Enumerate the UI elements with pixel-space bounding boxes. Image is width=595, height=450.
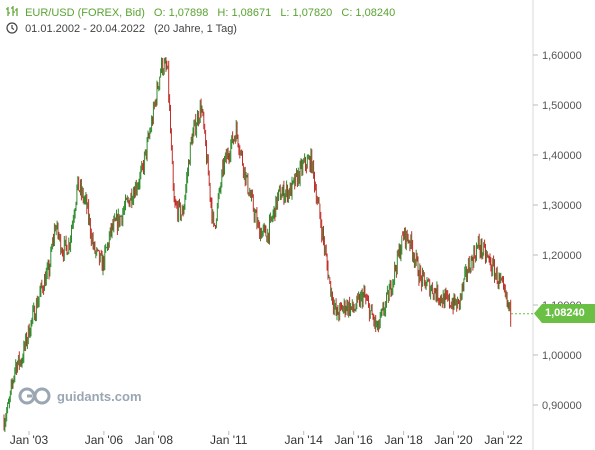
x-tick-label: Jan '14: [285, 433, 324, 447]
guidants-logo-text: guidants.com: [57, 388, 142, 404]
x-tick-label: Jan '11: [210, 433, 248, 447]
clock-icon: [6, 22, 18, 34]
close-value: C: 1,08240: [341, 7, 396, 19]
price-bars: [3, 57, 512, 432]
ohlc-bars-icon: [6, 6, 18, 16]
last-price-label: 1,08240: [545, 307, 585, 320]
chart-header-ohlc: EUR/USD (FOREX, Bid) O: 1,07898 H: 1,086…: [6, 6, 401, 19]
x-axis: Jan '03 Jan '06 Jan '08 Jan '11 Jan '14 Jan '…: [10, 431, 523, 447]
y-tick-label: 1,40000: [542, 150, 582, 162]
x-tick-label: Jan '06: [85, 433, 124, 447]
high-value: H: 1,08671: [217, 7, 272, 19]
y-tick-label: 1,00000: [542, 350, 582, 362]
x-tick-label: Jan '16: [334, 433, 373, 447]
y-tick-label: 1,20000: [542, 250, 582, 262]
range-note: (20 Jahre, 1 Tag): [154, 23, 237, 35]
guidants-logo[interactable]: guidants.com: [18, 386, 142, 406]
y-tick-label: 1,50000: [542, 100, 582, 112]
date-range: 01.01.2002 - 20.04.2022: [25, 23, 145, 35]
x-tick-label: Jan '22: [484, 433, 523, 447]
guidants-logo-icon: [18, 387, 51, 405]
x-tick-label: Jan '18: [384, 433, 423, 447]
low-value: L: 1,07820: [280, 7, 333, 19]
x-tick-label: Jan '03: [10, 433, 49, 447]
y-tick-label: 1,60000: [542, 50, 582, 62]
instrument-name: EUR/USD (FOREX, Bid): [25, 7, 145, 19]
y-tick-label: 0,90000: [542, 400, 582, 412]
x-tick-label: Jan '08: [135, 433, 174, 447]
y-tick-label: 1,30000: [542, 200, 582, 212]
x-tick-label: Jan '20: [434, 433, 473, 447]
y-axis: 0,900001,000001,100001,200001,300001,400…: [533, 50, 582, 412]
chart-header-period: 01.01.2002 - 20.04.2022 (20 Jahre, 1 Tag…: [6, 22, 243, 35]
last-price-badge: 1,08240: [534, 304, 595, 324]
open-value: O: 1,07898: [153, 7, 209, 19]
last-price-badge-shape: [534, 304, 595, 324]
